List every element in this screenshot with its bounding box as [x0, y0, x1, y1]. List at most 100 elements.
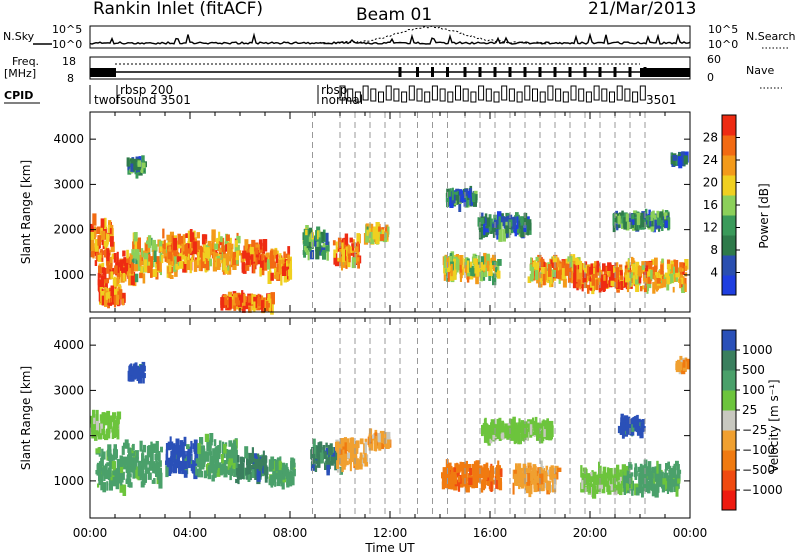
data-cell: [168, 262, 172, 272]
data-cell: [341, 261, 343, 271]
data-cell: [341, 249, 346, 263]
data-cell: [486, 253, 490, 266]
data-cell: [567, 256, 570, 268]
data-cell: [488, 271, 492, 281]
data-cell: [120, 471, 124, 483]
data-cell: [495, 267, 498, 273]
data-cell: [130, 254, 133, 260]
data-cell: [168, 246, 172, 252]
data-cell: [240, 255, 244, 262]
data-cell: [446, 266, 451, 275]
data-cell: [492, 434, 496, 441]
data-cell: [171, 447, 176, 458]
data-cell: [232, 263, 237, 270]
data-cell: [199, 246, 204, 257]
data-cell: [184, 465, 189, 475]
data-cell: [236, 472, 241, 480]
data-cell: [194, 451, 199, 459]
data-cell: [344, 243, 347, 255]
data-cell: [344, 233, 349, 245]
data-cell: [666, 280, 670, 291]
data-cell: [517, 470, 523, 483]
data-cell: [490, 481, 493, 492]
data-cell: [278, 460, 282, 471]
data-cell: [684, 265, 688, 272]
colorbar-tick-label: −500: [742, 463, 775, 477]
data-cell: [116, 267, 120, 280]
cpid-glyph-mark: [493, 91, 500, 103]
colorbar-segment: [722, 275, 736, 296]
data-cell: [682, 359, 686, 368]
data-cell: [290, 457, 294, 469]
data-cell: [217, 240, 221, 251]
data-cell: [539, 273, 543, 284]
cpid-glyph-mark: [601, 88, 608, 102]
data-cell: [650, 211, 653, 225]
data-cell: [246, 474, 249, 480]
data-cell: [150, 256, 153, 268]
data-cell: [100, 423, 103, 434]
data-cell: [235, 244, 240, 256]
data-cell: [632, 219, 635, 225]
data-cell: [538, 256, 542, 267]
data-cell: [351, 257, 356, 269]
data-cell: [619, 469, 624, 478]
data-cell: [216, 237, 219, 245]
data-cell: [339, 246, 343, 251]
data-cell: [283, 251, 286, 262]
data-cell: [240, 457, 245, 463]
data-cell: [541, 470, 547, 483]
data-cell: [158, 240, 163, 248]
data-cell: [181, 467, 185, 475]
data-cell: [120, 275, 125, 283]
data-cell: [358, 464, 363, 470]
nave-tick: [553, 67, 557, 77]
cpid-glyph-mark: [547, 85, 554, 101]
data-cell: [247, 248, 251, 256]
data-cell: [121, 261, 124, 273]
data-cell: [190, 440, 193, 454]
data-cell: [261, 253, 264, 261]
data-cell: [472, 193, 476, 203]
data-cell: [445, 459, 449, 471]
data-cell: [533, 265, 537, 270]
data-cell: [142, 444, 146, 453]
data-cell: [491, 432, 494, 441]
data-cell: [117, 473, 121, 484]
data-cell: [516, 216, 519, 230]
data-cell: [280, 475, 285, 487]
data-cell: [616, 277, 620, 289]
data-cell: [179, 261, 184, 269]
data-cell: [317, 230, 321, 238]
data-cell: [590, 472, 593, 477]
data-cell: [245, 467, 250, 475]
data-cell: [193, 260, 198, 272]
data-cell: [499, 469, 503, 478]
data-cell: [347, 245, 351, 255]
data-cell: [96, 226, 101, 234]
data-cell: [495, 476, 500, 489]
data-cell: [212, 472, 217, 478]
data-cell: [231, 446, 235, 460]
data-cell: [542, 482, 545, 492]
colorbar-tick-label: −25: [742, 423, 767, 437]
data-cell: [582, 273, 587, 283]
data-cell: [495, 424, 500, 437]
data-cell: [141, 460, 145, 470]
nave-block-start: [90, 68, 116, 77]
data-cell: [607, 283, 610, 289]
data-cell: [211, 464, 215, 473]
data-cell: [447, 191, 452, 197]
data-cell: [496, 465, 499, 472]
data-cell: [510, 431, 515, 441]
data-cell: [111, 470, 116, 482]
data-cell: [572, 280, 578, 289]
data-cell: [169, 436, 172, 449]
data-cell: [465, 261, 468, 268]
nave-tick: [431, 67, 434, 77]
data-cell: [171, 443, 176, 448]
data-cell: [108, 299, 113, 306]
data-cell: [445, 266, 448, 274]
data-cell: [132, 443, 135, 451]
data-cell: [601, 274, 604, 281]
